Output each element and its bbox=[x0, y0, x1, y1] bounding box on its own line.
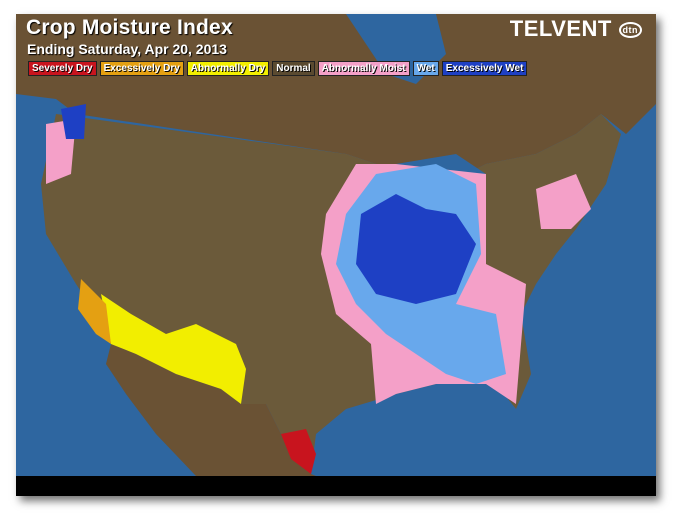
excessively-wet-area bbox=[356, 194, 476, 304]
legend-severely-dry: Severely Dry bbox=[28, 61, 97, 76]
bottom-bar bbox=[16, 476, 656, 496]
canada-land bbox=[16, 14, 656, 184]
legend-excessively-dry: Excessively Dry bbox=[99, 61, 184, 76]
abnormally-dry-area bbox=[101, 294, 246, 404]
legend-abnormally-moist: Abnormally Moist bbox=[317, 61, 410, 76]
abnormally-moist-northeast bbox=[536, 174, 591, 229]
legend: Severely Dry Excessively Dry Abnormally … bbox=[28, 61, 528, 76]
excessively-wet-northwest bbox=[61, 104, 86, 139]
severely-dry-area bbox=[281, 429, 316, 474]
legend-abnormally-dry: Abnormally Dry bbox=[186, 61, 270, 76]
excessively-dry-area bbox=[78, 279, 111, 344]
legend-normal: Normal bbox=[272, 61, 315, 76]
mexico-land bbox=[106, 344, 316, 476]
map-frame: Crop Moisture Index Ending Saturday, Apr… bbox=[16, 14, 656, 496]
crop-moisture-map bbox=[16, 14, 656, 496]
page-subtitle: Ending Saturday, Apr 20, 2013 bbox=[27, 41, 227, 57]
legend-excessively-wet: Excessively Wet bbox=[441, 61, 528, 76]
telvent-logo: TELVENT dtn bbox=[510, 16, 642, 42]
legend-wet: Wet bbox=[412, 61, 439, 76]
page-title: Crop Moisture Index bbox=[26, 16, 233, 39]
